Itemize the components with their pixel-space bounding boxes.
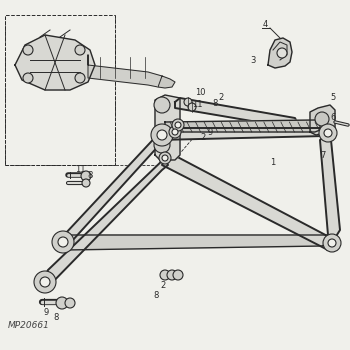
Text: 2: 2 (218, 93, 223, 102)
Circle shape (34, 271, 56, 293)
Circle shape (319, 124, 337, 142)
Circle shape (160, 270, 170, 280)
Circle shape (81, 171, 91, 181)
Text: 1: 1 (270, 158, 275, 167)
Circle shape (23, 73, 33, 83)
Polygon shape (60, 130, 167, 252)
Text: MP20661: MP20661 (8, 321, 50, 330)
Circle shape (23, 45, 33, 55)
Circle shape (151, 124, 173, 146)
Circle shape (75, 73, 85, 83)
Polygon shape (310, 105, 335, 135)
Circle shape (188, 103, 196, 111)
Polygon shape (62, 235, 330, 250)
Polygon shape (175, 98, 298, 128)
Polygon shape (42, 158, 168, 290)
Circle shape (169, 126, 181, 138)
Text: 9: 9 (43, 308, 48, 317)
Text: 10: 10 (195, 88, 205, 97)
Circle shape (162, 155, 168, 161)
Circle shape (167, 270, 177, 280)
Polygon shape (155, 128, 328, 140)
Circle shape (75, 45, 85, 55)
Circle shape (315, 112, 329, 126)
Polygon shape (165, 120, 320, 132)
Circle shape (65, 298, 75, 308)
Text: 2: 2 (200, 133, 205, 142)
Circle shape (157, 130, 167, 140)
Text: 8: 8 (153, 291, 158, 300)
Text: 7: 7 (320, 151, 326, 160)
Polygon shape (15, 35, 95, 90)
Circle shape (154, 137, 170, 153)
Polygon shape (158, 76, 175, 88)
Circle shape (82, 179, 90, 187)
Circle shape (172, 129, 178, 135)
Circle shape (277, 48, 287, 58)
Text: 6: 6 (330, 113, 335, 122)
Circle shape (52, 231, 74, 253)
Circle shape (175, 122, 181, 128)
Circle shape (40, 277, 50, 287)
Text: 11: 11 (192, 100, 203, 109)
Text: 9: 9 (208, 128, 213, 137)
Text: 8: 8 (212, 99, 217, 108)
Polygon shape (162, 152, 335, 250)
Circle shape (58, 237, 68, 247)
Bar (5, 15, 115, 165)
Text: 8: 8 (53, 313, 58, 322)
Text: 4: 4 (263, 20, 268, 29)
Circle shape (323, 234, 341, 252)
Circle shape (56, 297, 68, 309)
Text: 2: 2 (160, 281, 165, 290)
Circle shape (159, 152, 171, 164)
Text: 11: 11 (75, 165, 85, 174)
Text: 8: 8 (87, 171, 92, 180)
Text: 5: 5 (330, 93, 335, 102)
Polygon shape (268, 38, 292, 68)
Circle shape (154, 97, 170, 113)
Circle shape (172, 119, 184, 131)
Polygon shape (155, 95, 180, 160)
Polygon shape (88, 55, 168, 87)
Circle shape (324, 129, 332, 137)
Circle shape (328, 239, 336, 247)
Text: 3: 3 (250, 56, 255, 65)
Polygon shape (320, 130, 340, 238)
Circle shape (184, 98, 192, 106)
Circle shape (173, 270, 183, 280)
